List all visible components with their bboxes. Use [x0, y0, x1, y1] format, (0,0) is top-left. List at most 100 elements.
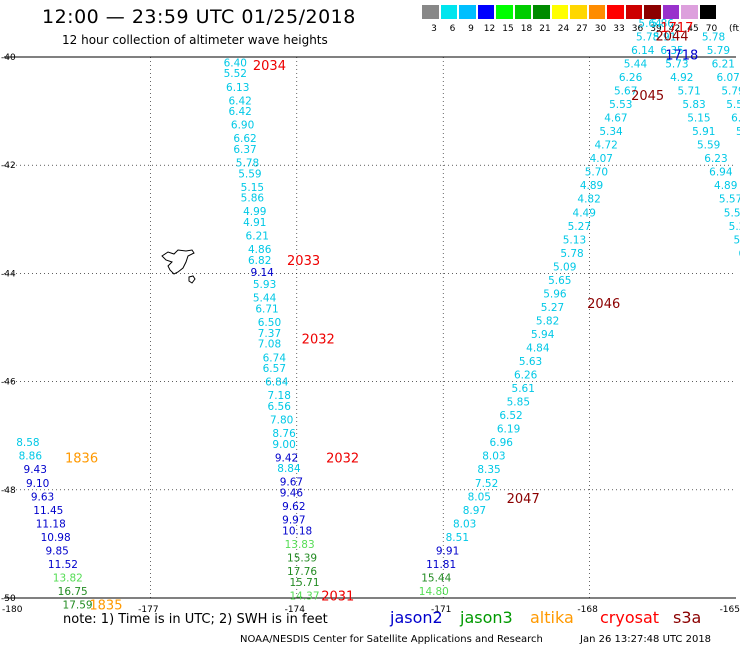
wave-height-label: 5.93: [253, 279, 276, 291]
legend-swatch-label: 18: [520, 24, 533, 34]
wave-height-label: 6.42: [228, 95, 251, 107]
wave-height-label: 6.42: [228, 106, 251, 118]
wave-height-label: 6.26: [619, 72, 643, 84]
legend-swatch: [533, 5, 550, 19]
wave-height-label: 5.96: [543, 288, 567, 300]
wave-height-label: 6.74: [263, 352, 287, 364]
wave-height-label: 7.37: [258, 328, 281, 340]
wave-height-label: 9.97: [282, 515, 305, 527]
y-tick-label: -42: [1, 161, 16, 171]
wave-height-label: 15.44: [421, 572, 451, 584]
legend-swatch-label: 24: [557, 24, 570, 34]
wave-height-label: 5.78: [636, 31, 659, 43]
wave-height-label: 4.99: [243, 206, 266, 218]
wave-height-label: 8.51: [446, 532, 469, 544]
wave-height-label: 9.67: [280, 477, 303, 489]
wave-height-label: 11.81: [426, 559, 456, 571]
y-tick-label: -50: [1, 594, 16, 604]
satellite-label-s3a: s3a: [673, 608, 702, 627]
wave-height-label: 11.18: [36, 518, 66, 530]
island-outline: [161, 249, 196, 284]
wave-height-label: 7.52: [475, 478, 498, 490]
wave-height-label: 5.73: [665, 58, 688, 70]
wave-height-label: 5.78: [560, 248, 583, 260]
wave-height-label: 5.86: [241, 193, 265, 205]
wave-height-label: 9.00: [272, 439, 295, 451]
wave-height-label: 6.50: [258, 317, 281, 329]
credit-text: NOAA/NESDIS Center for Satellite Applica…: [240, 634, 543, 645]
wave-height-label: 6.37: [233, 144, 256, 156]
legend-unit: (ft): [729, 24, 740, 34]
pass-time-label: 2032: [302, 332, 335, 347]
wave-height-label: 5.44: [253, 293, 277, 305]
wave-height-label: 8.35: [477, 464, 500, 476]
wave-height-label: 8.58: [16, 437, 39, 449]
y-tick-label: -44: [1, 269, 16, 279]
legend-swatch: [496, 5, 513, 19]
satellite-label-jason3: jason3: [460, 608, 513, 627]
wave-height-label: 5.71: [677, 86, 700, 98]
chart-subtitle: 12 hour collection of altimeter wave hei…: [62, 33, 328, 47]
chart-title: 12:00 — 23:59 UTC 01/25/2018: [42, 6, 356, 28]
wave-height-label: 4.86: [248, 244, 272, 256]
wave-height-label: 5.27: [568, 221, 591, 233]
satellite-label-cryosat: cryosat: [600, 608, 660, 627]
wave-height-label: 5.91: [692, 126, 715, 138]
wave-height-label: 4.49: [573, 207, 596, 219]
wave-height-label: 14.37: [289, 590, 319, 602]
wave-height-label: 5.83: [682, 99, 705, 111]
footer-note: note: 1) Time is in UTC; 2) SWH is in fe…: [63, 612, 328, 627]
wave-height-label: 9.91: [436, 545, 459, 557]
wave-height-label: 4.67: [604, 113, 627, 125]
legend-swatch-label: 12: [483, 24, 496, 34]
wave-height-label: 8.97: [463, 505, 486, 517]
wave-height-label: 5.78: [236, 157, 259, 169]
y-tick-label: -46: [1, 378, 16, 388]
wave-height-label: 5.91: [653, 31, 676, 43]
wave-height-label: 6.26: [514, 370, 538, 382]
wave-height-label: 4.07: [590, 153, 613, 165]
wave-height-label: 13.83: [285, 539, 315, 551]
wave-height-label: 5.34: [599, 126, 623, 138]
x-tick-label: -177: [138, 605, 158, 615]
wave-height-label: 6.35: [660, 45, 683, 57]
pass-time-label: 2045: [631, 89, 664, 104]
legend-swatch: [570, 5, 587, 19]
wave-height-label: 5.94: [531, 329, 555, 341]
pass-time-label: 1717: [660, 21, 693, 36]
pass-time-label: 2032: [326, 451, 359, 466]
x-tick-label: -171: [431, 605, 451, 615]
wave-height-label: 5.85: [507, 397, 530, 409]
timestamp-text: Jan 26 13:27:48 UTC 2018: [580, 634, 712, 645]
pass-time-label: 1835: [89, 598, 122, 613]
legend-swatch-label: 70: [705, 24, 718, 34]
wave-height-label: 10.98: [41, 532, 71, 544]
wave-height-label: 16.75: [58, 586, 88, 598]
satellite-label-jason2: jason2: [390, 608, 443, 627]
legend-swatch-label: 30: [594, 24, 607, 34]
wave-height-label: 5.82: [536, 315, 559, 327]
grid-lines: [4, 57, 736, 598]
wave-height-label: 5.70: [585, 167, 608, 179]
wave-height-label: 6.90: [231, 120, 254, 132]
wave-height-label: 9.43: [24, 464, 47, 476]
pass-time-label: 2033: [287, 254, 320, 269]
wave-height-label: 5.57: [719, 194, 740, 206]
wave-height-label: 6.57: [263, 363, 286, 375]
legend-swatch: [551, 5, 568, 19]
legend-swatch-label: 33: [613, 24, 625, 34]
wave-height-label: 7.18: [268, 390, 291, 402]
pass-time-label: 2046: [587, 297, 620, 312]
wave-height-label: 6.52: [499, 410, 522, 422]
wave-height-label: 13.82: [53, 572, 83, 584]
wave-height-label: 5.15: [687, 113, 710, 125]
legend-swatch-label: 42: [668, 24, 681, 34]
wave-height-label: 6.21: [712, 58, 735, 70]
wave-height-label: 5.86: [651, 18, 675, 30]
wave-height-label: 6.94: [709, 167, 733, 179]
wave-height-label: 5.53: [726, 99, 740, 111]
wave-height-label: 15.39: [287, 552, 317, 564]
wave-height-label: 5.23: [729, 221, 740, 233]
wave-height-label: 17.76: [287, 566, 317, 578]
pass-time-label: 2031: [321, 589, 354, 604]
